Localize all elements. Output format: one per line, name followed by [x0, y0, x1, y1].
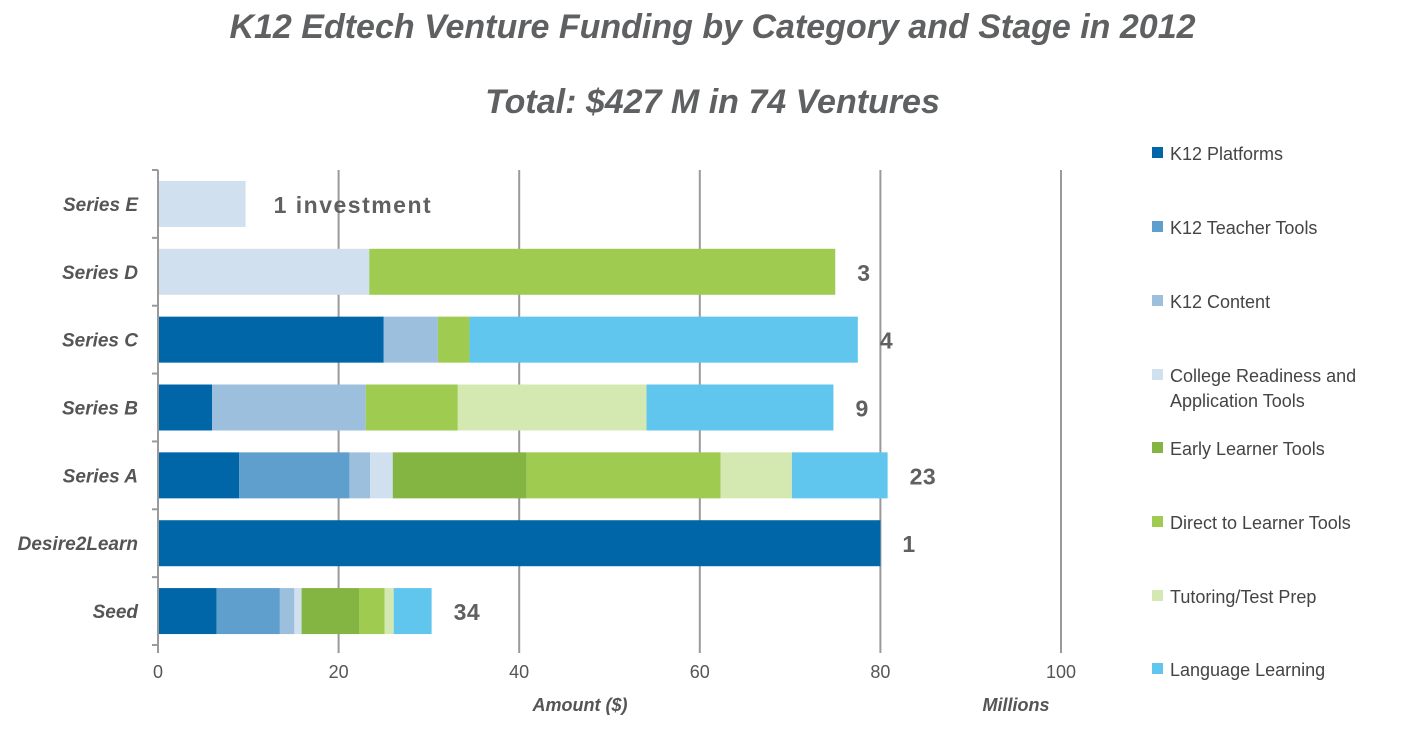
x-tick-label: 20 [329, 662, 349, 682]
bar-count-label: 3 [857, 260, 870, 286]
chart-labels: 0 20 40 60 80 100 Series E 1 investment Series D… [18, 192, 1076, 715]
bar-count-label: 1 [902, 531, 915, 557]
x-tick-label: 80 [870, 662, 890, 682]
y-category-label: Seed [93, 602, 139, 623]
stacked-bar-chart: 0 20 40 60 80 100 Series E 1 investment Series D… [18, 169, 1076, 715]
x-tick-label: 40 [509, 662, 529, 682]
legend-swatch [1152, 442, 1163, 453]
legend-swatch [1152, 295, 1163, 306]
legend-label: K12 Content [1170, 292, 1271, 312]
y-category-label: Series E [63, 195, 139, 216]
bar-count-label: 1 investment [274, 192, 433, 218]
bar-segment [212, 384, 366, 431]
x-tick-label: 100 [1046, 662, 1076, 682]
legend-item: Direct to Learner Tools [1152, 511, 1410, 536]
bar-segment [216, 588, 280, 635]
bar-segment [526, 452, 721, 499]
y-category-label: Series B [62, 399, 138, 420]
legend-label: College Readiness and Application Tools [1170, 366, 1357, 411]
legend-item: K12 Content [1152, 290, 1410, 315]
bar-segment [158, 248, 370, 295]
y-category-label: Series D [62, 263, 138, 284]
legend-label: Early Learner Tools [1170, 439, 1325, 459]
bar-segment [279, 588, 295, 635]
legend-item: K12 Platforms [1152, 142, 1410, 167]
legend: K12 Platforms K12 Teacher Tools K12 Conten… [1152, 0, 1417, 735]
legend-swatch [1152, 663, 1163, 674]
axes [152, 169, 1062, 653]
legend-label: Language Learning [1170, 660, 1326, 680]
bar-segment [383, 316, 438, 363]
bar-segment [158, 588, 217, 635]
legend-label: K12 Teacher Tools [1170, 218, 1318, 238]
bar-count-label: 4 [880, 328, 893, 354]
bar-segment [158, 316, 384, 363]
bar-segment [392, 452, 527, 499]
legend-label: Tutoring/Test Prep [1170, 587, 1317, 607]
y-category-label: Series C [62, 331, 138, 352]
legend-item: K12 Teacher Tools [1152, 216, 1410, 241]
bar-segment [158, 452, 240, 499]
x-tick-label: 0 [153, 662, 163, 682]
legend-swatch [1152, 516, 1163, 527]
legend-item: Language Learning [1152, 658, 1410, 683]
bar-segment [469, 316, 858, 363]
bar-count-label: 23 [910, 463, 937, 489]
y-category-label: Series A [63, 466, 138, 487]
chart-title: K12 Edtech Venture Funding by Category a… [229, 8, 1196, 46]
legend-label: Direct to Learner Tools [1170, 513, 1351, 533]
legend-label: K12 Platforms [1170, 144, 1284, 164]
x-axis-unit-label: Millions [983, 695, 1050, 715]
bar-segment [365, 384, 458, 431]
bar-segment [437, 316, 470, 363]
legend-swatch [1152, 147, 1163, 158]
bar-segment [384, 588, 394, 635]
bar-count-label: 9 [855, 396, 868, 422]
bar-segment [158, 180, 246, 227]
x-axis-title: Amount ($) [532, 695, 628, 715]
x-tick-label: 60 [690, 662, 710, 682]
bar-segment [791, 452, 888, 499]
chart-subtitle: Total: $427 M in 74 Ventures [485, 83, 940, 121]
y-category-label: Desire2Learn [18, 534, 138, 555]
bar-segment [158, 384, 213, 431]
bar-segment [370, 452, 393, 499]
bar-segment [457, 384, 647, 431]
bar-segment [294, 588, 302, 635]
bar-segment [646, 384, 834, 431]
bar-segment [349, 452, 371, 499]
bar-segment [301, 588, 360, 635]
legend-item: Tutoring/Test Prep [1152, 585, 1410, 610]
legend-swatch [1152, 221, 1163, 232]
bar-segment [158, 520, 881, 567]
bar-segment [369, 248, 836, 295]
bar-segment [359, 588, 385, 635]
bar-segments [158, 180, 888, 635]
legend-item: College Readiness and Application Tools [1152, 364, 1410, 414]
legend-item: Early Learner Tools [1152, 437, 1410, 462]
legend-swatch [1152, 590, 1163, 601]
legend-swatch [1152, 369, 1163, 380]
bar-segment [720, 452, 792, 499]
bar-segment [239, 452, 350, 499]
bar-count-label: 34 [454, 599, 481, 625]
bar-segment [393, 588, 432, 635]
